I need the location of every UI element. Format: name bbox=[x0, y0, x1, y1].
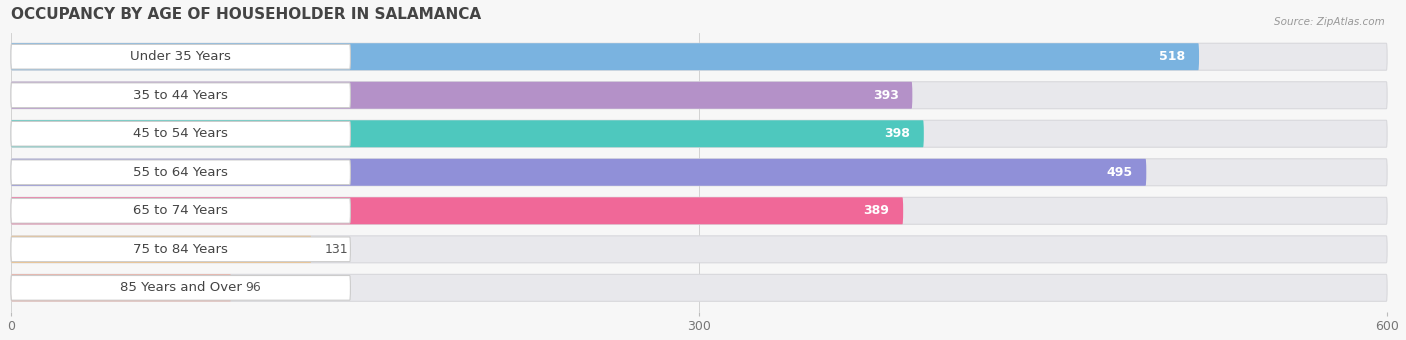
FancyBboxPatch shape bbox=[11, 121, 350, 146]
Text: 495: 495 bbox=[1107, 166, 1132, 179]
FancyBboxPatch shape bbox=[11, 43, 1388, 70]
FancyBboxPatch shape bbox=[11, 274, 231, 301]
Text: 393: 393 bbox=[873, 89, 898, 102]
Text: 85 Years and Over: 85 Years and Over bbox=[120, 281, 242, 294]
FancyBboxPatch shape bbox=[11, 45, 350, 69]
Text: 35 to 44 Years: 35 to 44 Years bbox=[134, 89, 228, 102]
Text: 45 to 54 Years: 45 to 54 Years bbox=[134, 127, 228, 140]
Text: 96: 96 bbox=[245, 281, 260, 294]
Text: Under 35 Years: Under 35 Years bbox=[131, 50, 231, 63]
FancyBboxPatch shape bbox=[11, 274, 1388, 301]
Text: Source: ZipAtlas.com: Source: ZipAtlas.com bbox=[1274, 17, 1385, 27]
FancyBboxPatch shape bbox=[11, 199, 350, 223]
Text: 131: 131 bbox=[325, 243, 349, 256]
FancyBboxPatch shape bbox=[11, 82, 912, 109]
Text: 398: 398 bbox=[884, 127, 910, 140]
Text: 55 to 64 Years: 55 to 64 Years bbox=[134, 166, 228, 179]
Text: OCCUPANCY BY AGE OF HOUSEHOLDER IN SALAMANCA: OCCUPANCY BY AGE OF HOUSEHOLDER IN SALAM… bbox=[11, 7, 481, 22]
FancyBboxPatch shape bbox=[11, 275, 350, 300]
FancyBboxPatch shape bbox=[11, 82, 1388, 109]
FancyBboxPatch shape bbox=[11, 197, 903, 224]
Text: 65 to 74 Years: 65 to 74 Years bbox=[134, 204, 228, 217]
FancyBboxPatch shape bbox=[11, 43, 1199, 70]
FancyBboxPatch shape bbox=[11, 236, 311, 263]
FancyBboxPatch shape bbox=[11, 160, 350, 185]
FancyBboxPatch shape bbox=[11, 197, 1388, 224]
Text: 389: 389 bbox=[863, 204, 890, 217]
FancyBboxPatch shape bbox=[11, 120, 1388, 147]
Text: 75 to 84 Years: 75 to 84 Years bbox=[134, 243, 228, 256]
FancyBboxPatch shape bbox=[11, 159, 1146, 186]
FancyBboxPatch shape bbox=[11, 83, 350, 107]
FancyBboxPatch shape bbox=[11, 120, 924, 147]
FancyBboxPatch shape bbox=[11, 159, 1388, 186]
FancyBboxPatch shape bbox=[11, 236, 1388, 263]
FancyBboxPatch shape bbox=[11, 237, 350, 262]
Text: 518: 518 bbox=[1159, 50, 1185, 63]
